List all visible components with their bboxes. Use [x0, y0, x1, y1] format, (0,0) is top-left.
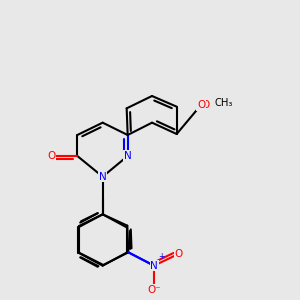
- Text: N: N: [124, 151, 131, 161]
- Text: +: +: [158, 252, 165, 261]
- Text: N: N: [150, 261, 158, 271]
- Text: CH₃: CH₃: [213, 100, 232, 110]
- Text: O⁻: O⁻: [147, 285, 161, 295]
- Text: O: O: [47, 151, 56, 161]
- Text: O: O: [197, 100, 205, 110]
- Text: O: O: [201, 100, 209, 110]
- Text: N: N: [99, 172, 106, 182]
- Text: CH₃: CH₃: [214, 98, 233, 109]
- Text: O: O: [174, 249, 182, 259]
